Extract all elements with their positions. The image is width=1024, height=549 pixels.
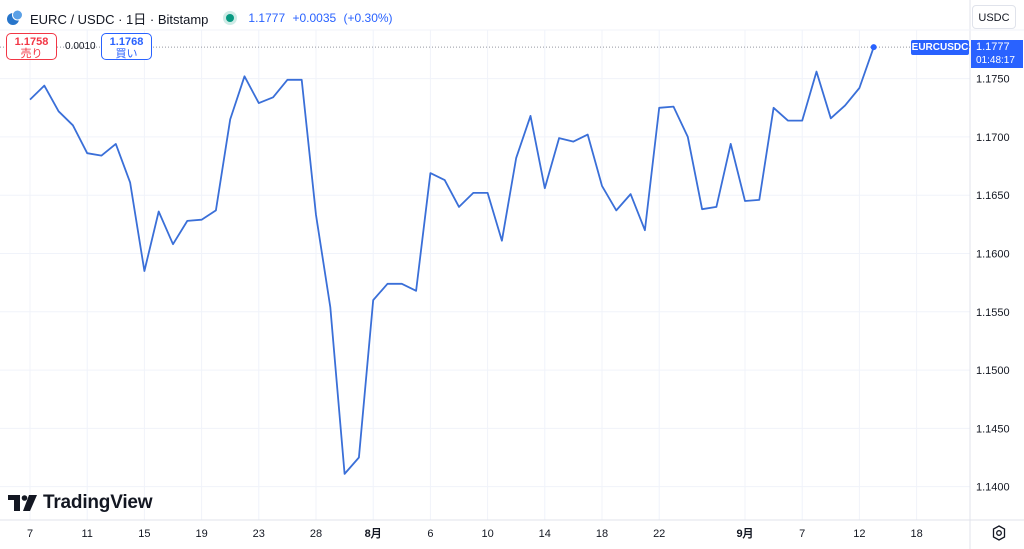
y-tick-label: 1.1500 [976,365,1010,377]
buy-button[interactable]: 1.1768 買い [101,33,152,60]
tradingview-logo-icon [8,495,37,511]
y-tick-label: 1.1600 [976,249,1010,261]
y-tick-label: 1.1450 [976,423,1010,435]
last-price-tag: 1.1777 [971,39,1023,55]
tradingview-logo[interactable]: TradingView [8,492,153,514]
x-tick-label: 9月 [736,527,753,540]
y-tick-label: 1.1400 [976,482,1010,494]
price-change: +0.0035 [292,11,337,25]
x-tick-label: 7 [799,528,805,540]
x-tick-label: 7 [27,528,33,540]
last-price-point [870,44,877,51]
trade-buttons: 1.1758 売り 0.0010 1.1768 買い [6,33,152,60]
x-tick-label: 14 [539,528,551,540]
symbol-title[interactable]: EURC / USDC · 1日 · Bitstamp [30,11,209,27]
market-open-dot-icon [226,14,235,22]
x-tick-label: 18 [910,528,922,540]
x-tick-label: 15 [138,528,150,540]
last-price: 1.1777 [248,11,286,25]
y-tick-label: 1.1650 [976,190,1010,202]
bar-countdown: 01:48:17 [971,54,1023,68]
y-tick-label: 1.1550 [976,307,1010,319]
buy-label: 買い [115,48,138,60]
x-tick-label: 11 [81,528,92,540]
spread-value: 0.0010 [65,41,96,52]
x-tick-label: 10 [481,528,493,540]
x-tick-label: 22 [653,528,665,540]
sell-button[interactable]: 1.1758 売り [6,33,57,60]
buy-price: 1.1768 [109,36,144,48]
y-tick-label: 1.1750 [976,74,1010,86]
coin-pair-icon [7,9,23,25]
legend-price: 1.1777 +0.0035 (+0.30%) [248,11,396,25]
y-tick-label: 1.1700 [976,132,1010,144]
x-tick-label: 23 [253,528,265,540]
x-tick-label: 8月 [365,527,382,540]
currency-button[interactable]: USDC [972,5,1016,29]
x-tick-label: 28 [310,528,322,540]
sell-price: 1.1758 [14,36,49,48]
x-tick-label: 18 [596,528,608,540]
x-tick-label: 12 [853,528,865,540]
settings-gear-icon[interactable] [990,524,1008,542]
x-tick-label: 19 [195,528,207,540]
chart-legend: EURC / USDC · 1日 · Bitstamp 1.1777 +0.00… [6,8,397,28]
logo-text: TradingView [43,492,153,513]
symbol-price-label: EURCUSDC [911,39,969,55]
price-series-line[interactable] [29,46,875,475]
price-change-pct: (+0.30%) [343,11,393,25]
x-tick-label: 6 [427,528,433,540]
sell-label: 売り [20,48,43,60]
